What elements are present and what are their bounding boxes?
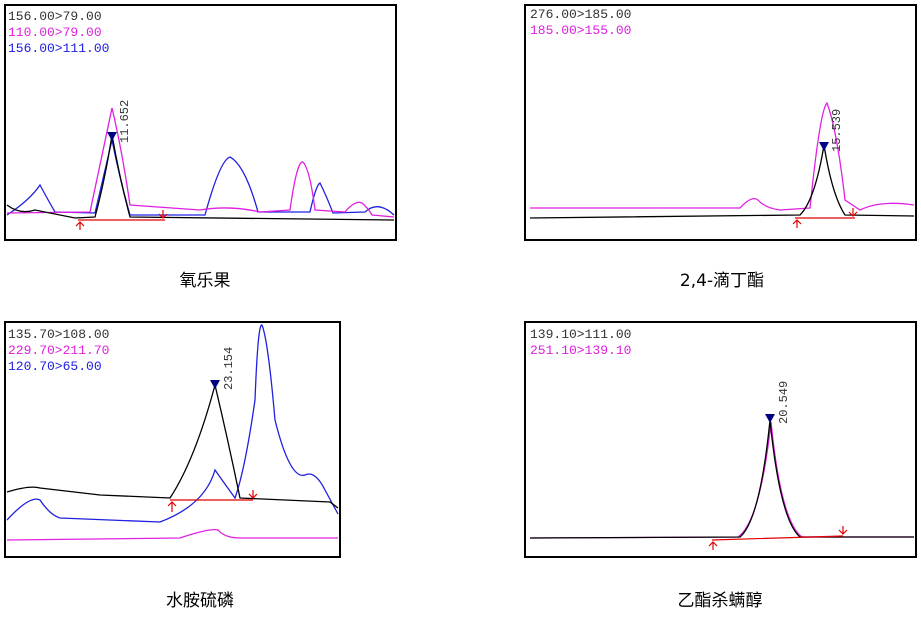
baseline xyxy=(75,210,168,230)
panel: 15.539 276.00>185.00 185.00>155.00 2,4-滴… xyxy=(524,4,917,291)
panel: 20.549 139.10>111.00 251.10>139.10 乙酯杀螨醇 xyxy=(524,321,917,611)
trace xyxy=(6,134,395,221)
panel-frame xyxy=(524,4,917,241)
peak-label: 20.549 xyxy=(777,381,791,424)
peak-marker xyxy=(765,414,775,423)
legend-entry: 110.00>79.00 xyxy=(8,25,102,40)
legend-entry: 156.00>111.00 xyxy=(8,41,109,56)
trace xyxy=(6,324,339,523)
panel: 11.652 156.00>79.00 110.00>79.00 156.00>… xyxy=(4,4,397,291)
trace xyxy=(6,384,339,509)
baseline xyxy=(167,490,258,512)
peak-marker xyxy=(107,132,117,141)
caption: 氧乐果 xyxy=(180,271,231,291)
legend-entry: 276.00>185.00 xyxy=(530,7,631,22)
legend-entry: 139.10>111.00 xyxy=(530,327,631,342)
panel-frame xyxy=(4,4,397,241)
trace xyxy=(6,139,395,216)
peak-label: 15.539 xyxy=(830,109,844,152)
baseline xyxy=(708,526,848,550)
legend-entry: 229.70>211.70 xyxy=(8,343,109,358)
baseline xyxy=(792,208,858,228)
peak-marker xyxy=(819,142,829,151)
legend-entry: 120.70>65.00 xyxy=(8,359,102,374)
peak-marker xyxy=(210,380,220,389)
legend-entry: 251.10>139.10 xyxy=(530,343,631,358)
caption: 水胺硫磷 xyxy=(166,591,234,611)
trace xyxy=(530,101,915,211)
peak-label: 11.652 xyxy=(118,100,132,143)
panel: 23.154 135.70>108.00 229.70>211.70 120.7… xyxy=(4,321,341,611)
caption: 2,4-滴丁酯 xyxy=(680,271,764,291)
legend-entry: 185.00>155.00 xyxy=(530,23,631,38)
trace xyxy=(6,529,338,541)
peak-label: 23.154 xyxy=(222,347,236,390)
caption: 乙酯杀螨醇 xyxy=(678,591,763,611)
legend-entry: 135.70>108.00 xyxy=(8,327,109,342)
trace xyxy=(6,107,395,218)
panel-frame xyxy=(524,321,917,558)
legend-entry: 156.00>79.00 xyxy=(8,9,102,24)
